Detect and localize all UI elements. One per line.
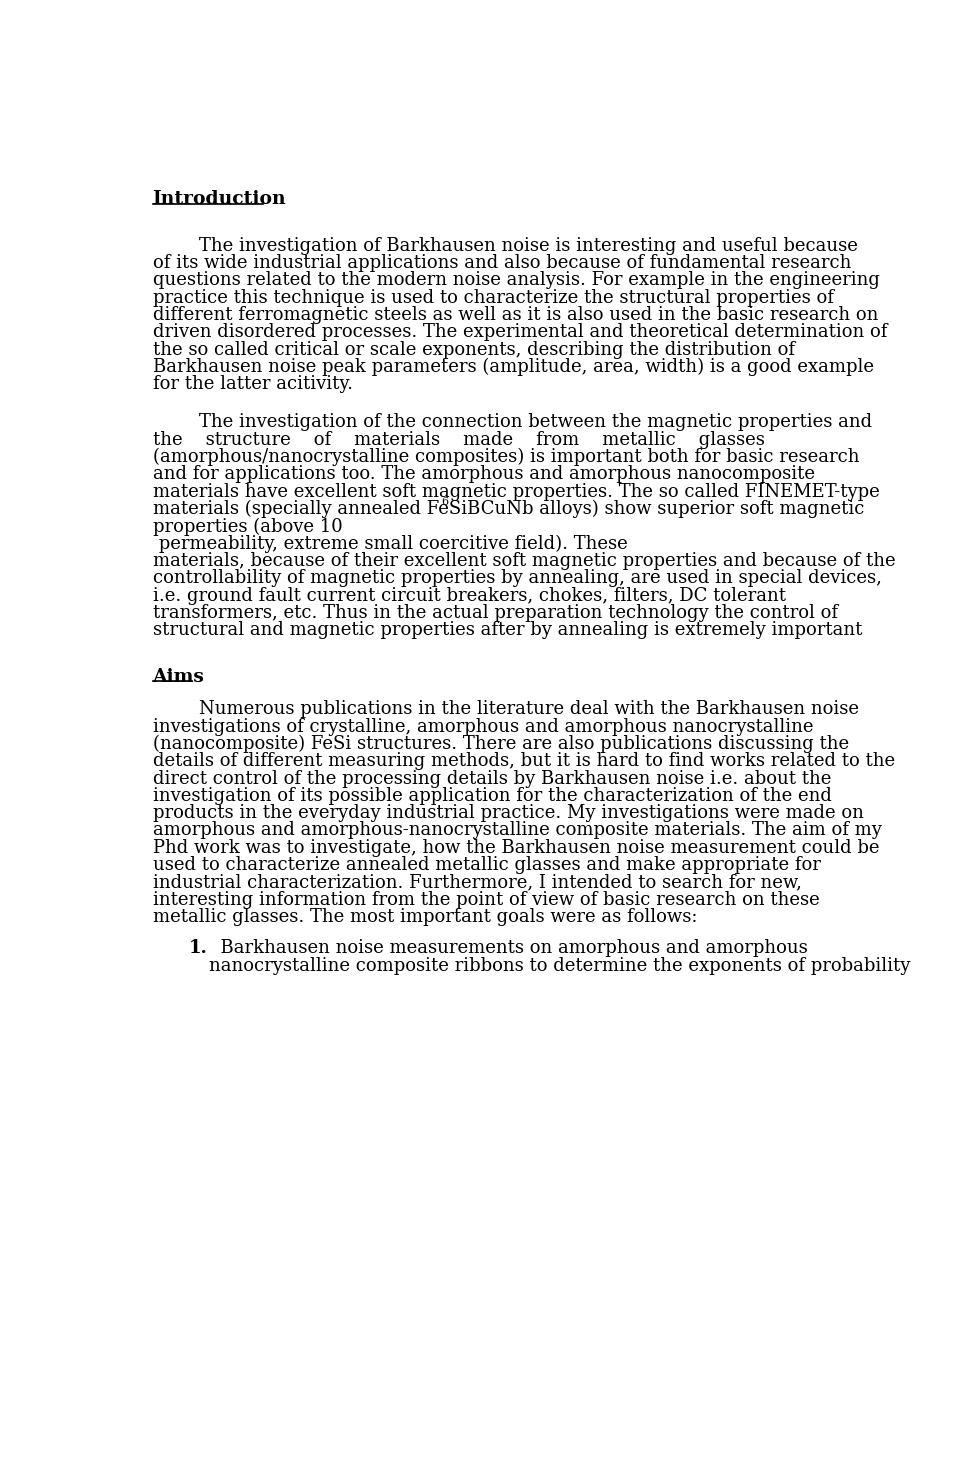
Text: practice this technique is used to characterize the structural properties of: practice this technique is used to chara… [153,289,833,306]
Text: products in the everyday industrial practice. My investigations were made on: products in the everyday industrial prac… [153,804,863,823]
Text: Barkhausen noise peak parameters (amplitude, area, width) is a good example: Barkhausen noise peak parameters (amplit… [153,357,874,376]
Text: structural and magnetic properties after by annealing is extremely important: structural and magnetic properties after… [153,622,862,639]
Text: interesting information from the point of view of basic research on these: interesting information from the point o… [153,891,819,909]
Text: investigations of crystalline, amorphous and amorphous nanocrystalline: investigations of crystalline, amorphous… [153,718,813,735]
Text: materials, because of their excellent soft magnetic properties and because of th: materials, because of their excellent so… [153,552,895,570]
Text: i.e. ground fault current circuit breakers, chokes, filters, DC tolerant: i.e. ground fault current circuit breake… [153,587,785,604]
Text: Barkhausen noise measurements on amorphous and amorphous: Barkhausen noise measurements on amorpho… [209,940,808,957]
Text: 1.: 1. [188,940,207,957]
Text: (amorphous/nanocrystalline composites) is important both for basic research: (amorphous/nanocrystalline composites) i… [153,448,859,467]
Text: the so called critical or scale exponents, describing the distribution of: the so called critical or scale exponent… [153,340,795,359]
Text: Aims: Aims [153,668,204,686]
Text: The investigation of Barkhausen noise is interesting and useful because: The investigation of Barkhausen noise is… [153,236,857,255]
Text: properties (above 10: properties (above 10 [153,518,343,535]
Text: different ferromagnetic steels as well as it is also used in the basic research : different ferromagnetic steels as well a… [153,306,878,324]
Text: Phd work was to investigate, how the Barkhausen noise measurement could be: Phd work was to investigate, how the Bar… [153,839,879,856]
Text: (nanocomposite) FeSi structures. There are also publications discussing the: (nanocomposite) FeSi structures. There a… [153,735,849,753]
Text: permeability, extreme small coercitive field). These: permeability, extreme small coercitive f… [153,534,627,553]
Text: direct control of the processing details by Barkhausen noise i.e. about the: direct control of the processing details… [153,769,831,788]
Text: nanocrystalline composite ribbons to determine the exponents of probability: nanocrystalline composite ribbons to det… [209,957,910,975]
Text: The investigation of the connection between the magnetic properties and: The investigation of the connection betw… [153,413,872,432]
Text: transformers, etc. Thus in the actual preparation technology the control of: transformers, etc. Thus in the actual pr… [153,604,837,622]
Text: questions related to the modern noise analysis. For example in the engineering: questions related to the modern noise an… [153,271,879,289]
Text: controllability of magnetic properties by annealing, are used in special devices: controllability of magnetic properties b… [153,569,881,588]
Text: industrial characterization. Furthermore, I intended to search for new,: industrial characterization. Furthermore… [153,874,802,891]
Text: investigation of its possible application for the characterization of the end: investigation of its possible applicatio… [153,786,831,805]
Text: materials have excellent soft magnetic properties. The so called FINEMET-type: materials have excellent soft magnetic p… [153,483,879,500]
Text: for the latter acitivity.: for the latter acitivity. [153,375,352,394]
Text: Introduction: Introduction [153,191,286,209]
Text: details of different measuring methods, but it is hard to find works related to : details of different measuring methods, … [153,753,895,770]
Text: metallic glasses. The most important goals were as follows:: metallic glasses. The most important goa… [153,907,697,926]
Text: Numerous publications in the literature deal with the Barkhausen noise: Numerous publications in the literature … [153,700,858,718]
Text: of its wide industrial applications and also because of fundamental research: of its wide industrial applications and … [153,254,851,271]
Text: 6: 6 [442,498,448,508]
Text: used to characterize annealed metallic glasses and make appropriate for: used to characterize annealed metallic g… [153,856,821,874]
Text: the    structure    of    materials    made    from    metallic    glasses: the structure of materials made from met… [153,430,764,449]
Text: materials (specially annealed FeSiBCuNb alloys) show superior soft magnetic: materials (specially annealed FeSiBCuNb … [153,500,864,518]
Text: amorphous and amorphous-nanocrystalline composite materials. The aim of my: amorphous and amorphous-nanocrystalline … [153,821,881,839]
Text: driven disordered processes. The experimental and theoretical determination of: driven disordered processes. The experim… [153,324,887,341]
Text: and for applications too. The amorphous and amorphous nanocomposite: and for applications too. The amorphous … [153,465,814,483]
